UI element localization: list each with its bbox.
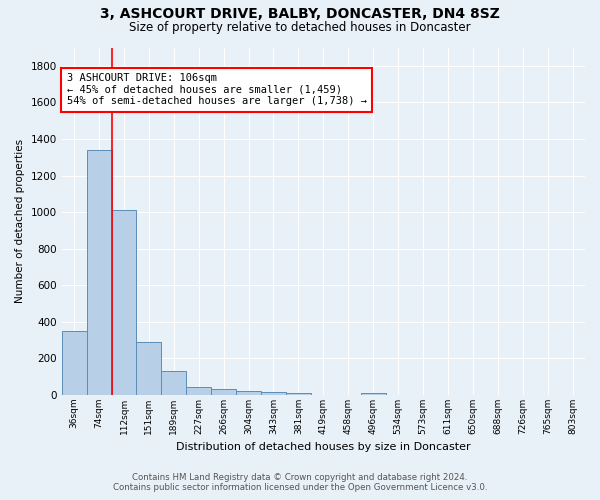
- Y-axis label: Number of detached properties: Number of detached properties: [15, 139, 25, 304]
- Bar: [136, 342, 161, 395]
- Bar: [211, 388, 236, 395]
- Text: 3, ASHCOURT DRIVE, BALBY, DONCASTER, DN4 8SZ: 3, ASHCOURT DRIVE, BALBY, DONCASTER, DN4…: [100, 8, 500, 22]
- Text: Size of property relative to detached houses in Doncaster: Size of property relative to detached ho…: [129, 21, 471, 34]
- X-axis label: Distribution of detached houses by size in Doncaster: Distribution of detached houses by size …: [176, 442, 470, 452]
- Bar: [236, 392, 261, 395]
- Text: 3 ASHCOURT DRIVE: 106sqm
← 45% of detached houses are smaller (1,459)
54% of sem: 3 ASHCOURT DRIVE: 106sqm ← 45% of detach…: [67, 73, 367, 106]
- Bar: [86, 150, 112, 395]
- Bar: [186, 388, 211, 395]
- Bar: [112, 210, 136, 395]
- Bar: [361, 393, 386, 395]
- Text: Contains HM Land Registry data © Crown copyright and database right 2024.
Contai: Contains HM Land Registry data © Crown c…: [113, 473, 487, 492]
- Bar: [261, 392, 286, 395]
- Bar: [161, 371, 186, 395]
- Bar: [286, 393, 311, 395]
- Bar: [62, 331, 86, 395]
